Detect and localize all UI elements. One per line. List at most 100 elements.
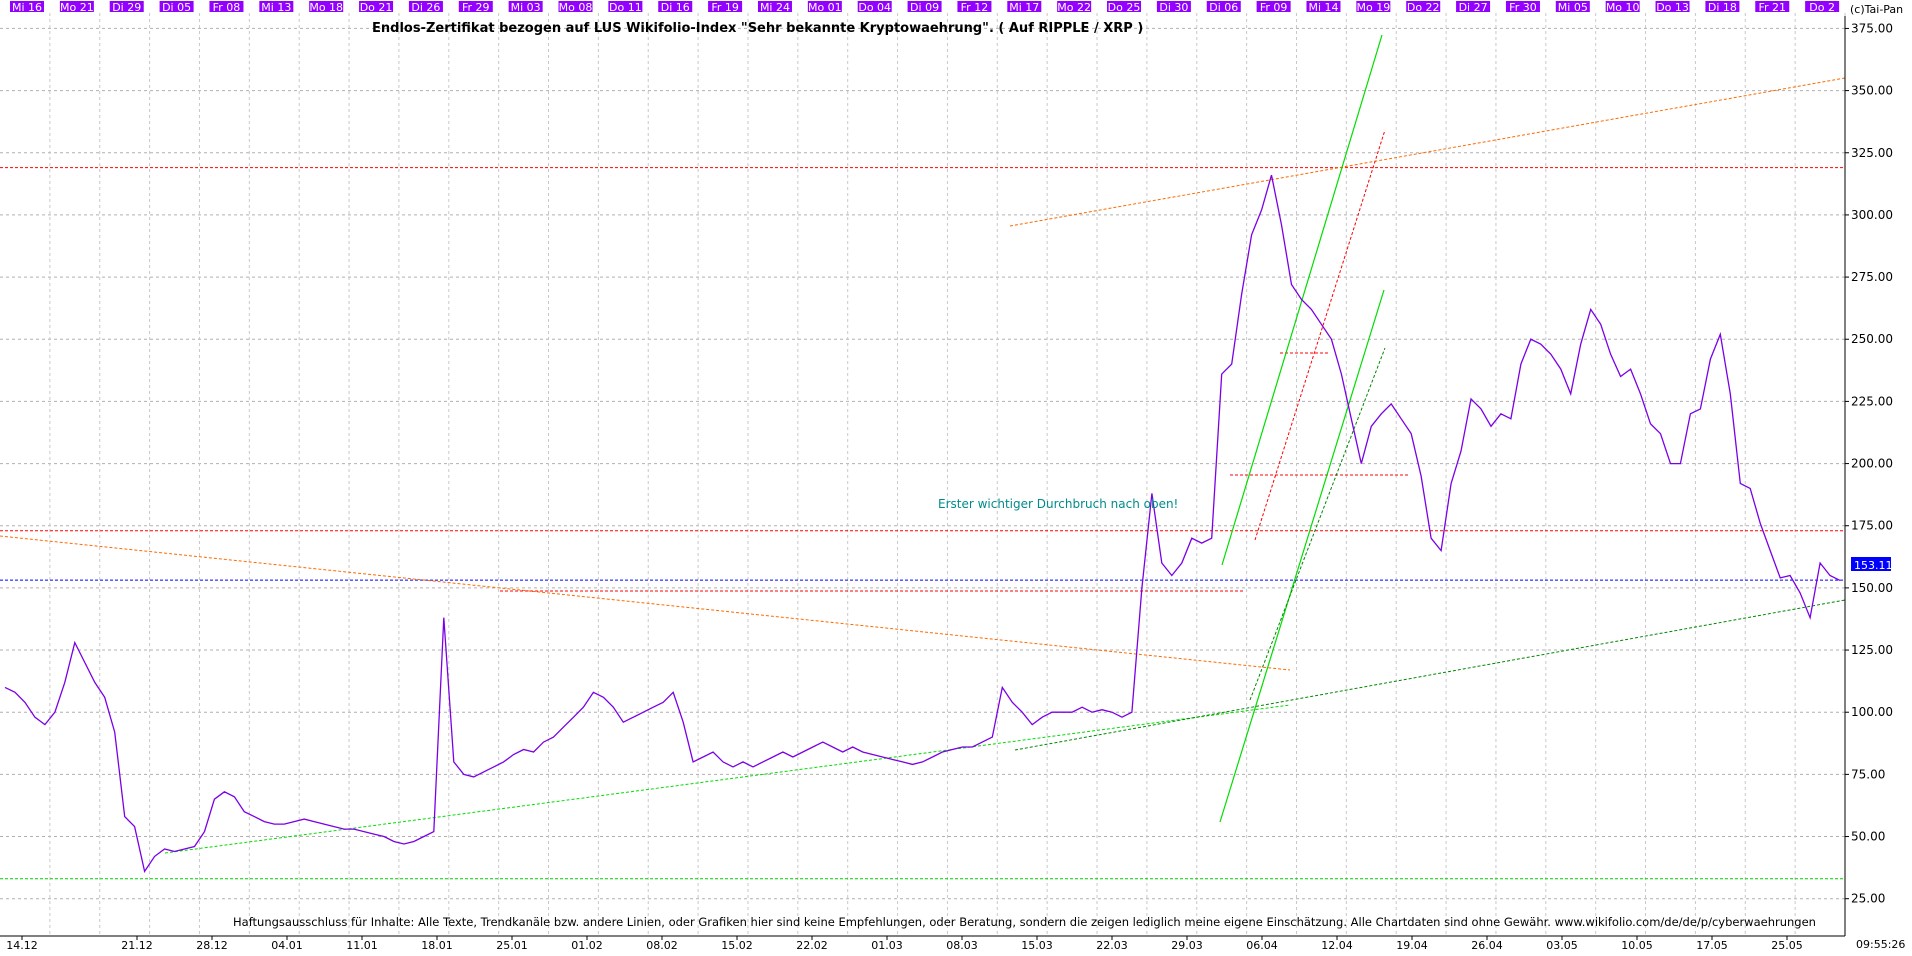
price-line (4, 174, 1841, 874)
top-date-label: Mo 22 (1057, 1, 1091, 14)
horizontal-lines (0, 167, 1845, 880)
breakout-annotation: Erster wichtiger Durchbruch nach oben! (938, 497, 1178, 511)
top-date-label: Fr 30 (1509, 1, 1537, 14)
x-tick-label: 08.02 (646, 939, 678, 952)
copyright-label: (c)Tai-Pan (1850, 3, 1903, 16)
orange-trend-falling (0, 535, 1291, 671)
x-tick-label: 25.05 (1771, 939, 1803, 952)
top-date-label: Fr 21 (1758, 1, 1786, 14)
y-tick-label: 325.00 (1851, 146, 1893, 160)
top-date-box (608, 1, 643, 12)
top-date-box (757, 1, 792, 12)
top-date-label: Mi 14 (1308, 1, 1338, 14)
top-date-label: Fr 29 (462, 1, 490, 14)
top-date-label: Fr 12 (961, 1, 989, 14)
top-date-box (1107, 1, 1142, 12)
top-date-label: Mi 24 (760, 1, 790, 14)
x-tick-label: 18.01 (421, 939, 453, 952)
top-date-label: Di 27 (1459, 1, 1488, 14)
y-tick-label: 225.00 (1851, 394, 1893, 408)
y-tick-label: 300.00 (1851, 208, 1893, 222)
top-date-box (59, 1, 94, 12)
x-tick-label: 06.04 (1246, 939, 1278, 952)
top-date-box (857, 1, 892, 12)
y-tick-label: 50.00 (1851, 830, 1885, 844)
top-date-box (1505, 1, 1540, 12)
top-date-box (1555, 1, 1590, 12)
y-tick-label: 250.00 (1851, 332, 1893, 346)
y-tick-label: 150.00 (1851, 581, 1893, 595)
top-date-box (1755, 1, 1790, 12)
top-date-label: Mi 17 (1009, 1, 1039, 14)
top-date-box (10, 1, 44, 12)
y-tick-label: 25.00 (1851, 892, 1885, 906)
top-date-box (907, 1, 942, 12)
top-date-box (1456, 1, 1491, 12)
bottom-date-strip: 14.12 21.12 28.12 04.01 11.01 18.01 25.01 01.02… (0, 935, 1845, 952)
chart-title: Endlos-Zertifikat bezogen auf LUS Wikifo… (372, 21, 1143, 36)
x-tick-label: 19.04 (1396, 939, 1428, 952)
top-date-box (359, 1, 394, 12)
y-tick-label: 175.00 (1851, 519, 1893, 533)
top-date-label: Do 2 (1809, 1, 1835, 14)
x-tick-label: 29.03 (1171, 939, 1203, 952)
top-date-box (1356, 1, 1391, 12)
red-steep-trend (1254, 129, 1386, 541)
top-date-label: Mi 13 (261, 1, 291, 14)
x-tick-label: 21.12 (121, 939, 153, 952)
last-value-box (1851, 557, 1891, 571)
top-date-box (1007, 1, 1042, 12)
top-date-box (1057, 1, 1092, 12)
y-tick-label: 125.00 (1851, 643, 1893, 657)
top-date-label: Do 21 (360, 1, 393, 14)
x-tick-label: 10.05 (1621, 939, 1653, 952)
top-date-box (1705, 1, 1740, 12)
top-date-box (1655, 1, 1690, 12)
top-date-label: Mo 01 (808, 1, 842, 14)
top-date-box (508, 1, 543, 12)
orange-trend-rising (1009, 77, 1846, 227)
y-tick-label: 100.00 (1851, 705, 1893, 719)
top-date-box (159, 1, 194, 12)
top-date-box (209, 1, 244, 12)
top-date-label: Di 06 (1209, 1, 1238, 14)
x-tick-label: 22.02 (796, 939, 828, 952)
top-date-strip: Mi 16 Mo 21 Di 29 Di 05 Fr 08 Mi 13 Mo 18 Do 21… (0, 0, 1845, 14)
top-date-box (1406, 1, 1441, 12)
top-date-box (1805, 1, 1840, 12)
top-date-label: Fr 19 (711, 1, 739, 14)
top-date-box (708, 1, 743, 12)
top-date-label: Mo 10 (1606, 1, 1640, 14)
x-tick-label: 14.12 (6, 939, 38, 952)
x-tick-label: 12.04 (1321, 939, 1353, 952)
top-date-box (1156, 1, 1191, 12)
green-support-2 (1014, 599, 1846, 751)
top-date-label: Di 18 (1708, 1, 1737, 14)
top-date-label: Mo 18 (309, 1, 343, 14)
x-tick-label: 08.03 (946, 939, 978, 952)
x-tick-label: 28.12 (196, 939, 228, 952)
last-value-label: 153.11 (1854, 559, 1893, 572)
x-tick-label: 15.02 (721, 939, 753, 952)
top-date-box (658, 1, 693, 12)
top-date-box (957, 1, 992, 12)
top-date-box (1206, 1, 1241, 12)
top-date-label: Di 30 (1159, 1, 1188, 14)
x-tick-label: 03.05 (1546, 939, 1578, 952)
top-date-label: Fr 09 (1260, 1, 1288, 14)
series (4, 174, 1841, 874)
top-date-label: Do 04 (858, 1, 891, 14)
green-channel-lower (1219, 289, 1385, 823)
x-tick-label: 17.05 (1696, 939, 1728, 952)
x-tick-label: 11.01 (346, 939, 378, 952)
top-date-box (259, 1, 294, 12)
x-tick-label: 26.04 (1471, 939, 1503, 952)
x-tick-label: 22.03 (1096, 939, 1128, 952)
top-date-box (1605, 1, 1640, 12)
last-value-marker: 153.11 (1851, 557, 1893, 572)
top-date-label: Do 11 (609, 1, 642, 14)
disclaimer-footer: Haftungsausschluss für Inhalte: Alle Tex… (233, 915, 1816, 929)
top-date-label: Di 29 (112, 1, 141, 14)
